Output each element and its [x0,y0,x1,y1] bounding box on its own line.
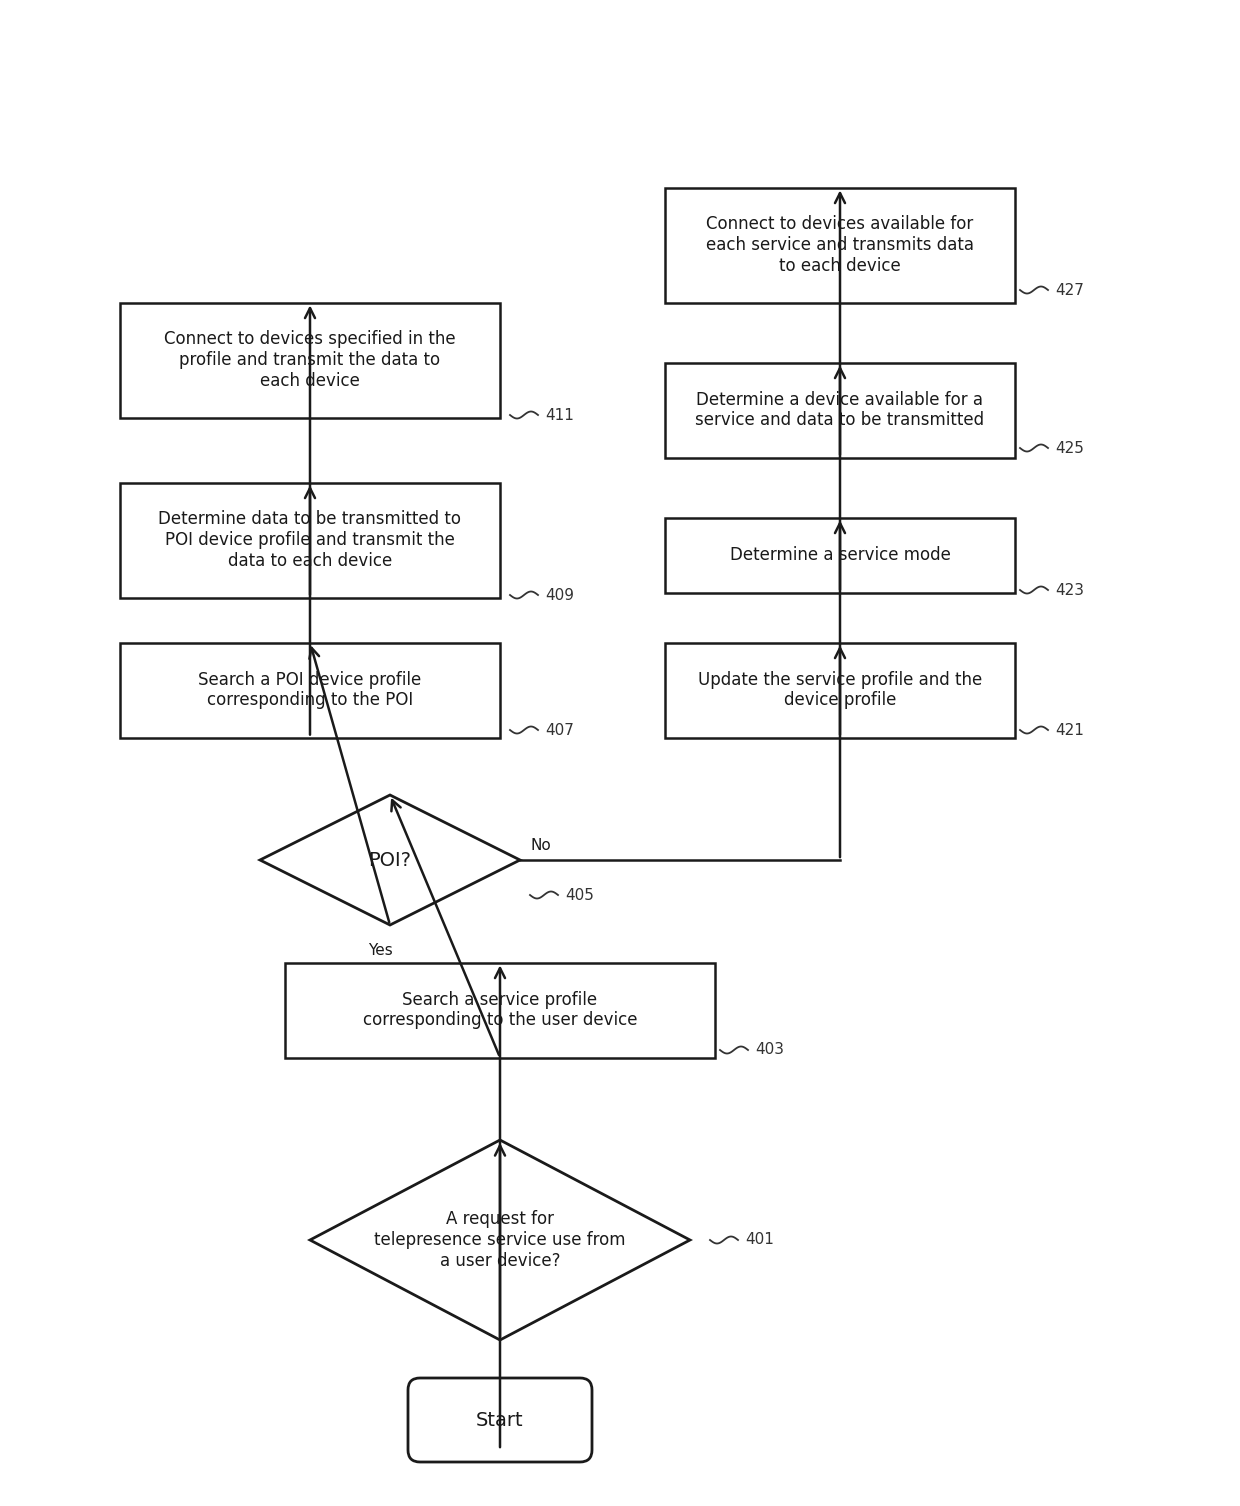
Text: 403: 403 [755,1042,784,1057]
Polygon shape [260,795,520,925]
Bar [120,643,500,738]
Text: Determine a service mode: Determine a service mode [729,547,950,565]
Text: 409: 409 [546,587,574,602]
Text: 407: 407 [546,723,574,738]
Text: No: No [529,837,551,852]
Bar [665,188,1016,303]
FancyBboxPatch shape [408,1378,591,1462]
Text: 401: 401 [745,1232,774,1247]
Text: Search a POI device profile
corresponding to the POI: Search a POI device profile correspondin… [198,670,422,709]
Bar [665,518,1016,592]
Text: 421: 421 [1055,723,1084,738]
Text: Update the service profile and the
device profile: Update the service profile and the devic… [698,670,982,709]
Bar [285,962,715,1057]
Bar [120,482,500,598]
Text: Connect to devices specified in the
profile and transmit the data to
each device: Connect to devices specified in the prof… [164,330,456,390]
Text: A request for
telepresence service use from
a user device?: A request for telepresence service use f… [374,1211,626,1270]
Bar [665,643,1016,738]
Text: Yes: Yes [367,943,392,958]
Bar [120,303,500,417]
Text: 425: 425 [1055,440,1084,455]
Text: POI?: POI? [368,851,412,869]
Text: Determine data to be transmitted to
POI device profile and transmit the
data to : Determine data to be transmitted to POI … [159,511,461,569]
Text: 405: 405 [565,887,594,902]
Bar [665,363,1016,458]
Text: Determine a device available for a
service and data to be transmitted: Determine a device available for a servi… [696,390,985,429]
Polygon shape [310,1140,689,1340]
Text: 427: 427 [1055,283,1084,298]
Text: Connect to devices available for
each service and transmits data
to each device: Connect to devices available for each se… [706,215,973,274]
Text: 423: 423 [1055,583,1084,598]
Text: 411: 411 [546,408,574,423]
Text: Search a service profile
corresponding to the user device: Search a service profile corresponding t… [363,991,637,1030]
Text: Start: Start [476,1411,523,1429]
